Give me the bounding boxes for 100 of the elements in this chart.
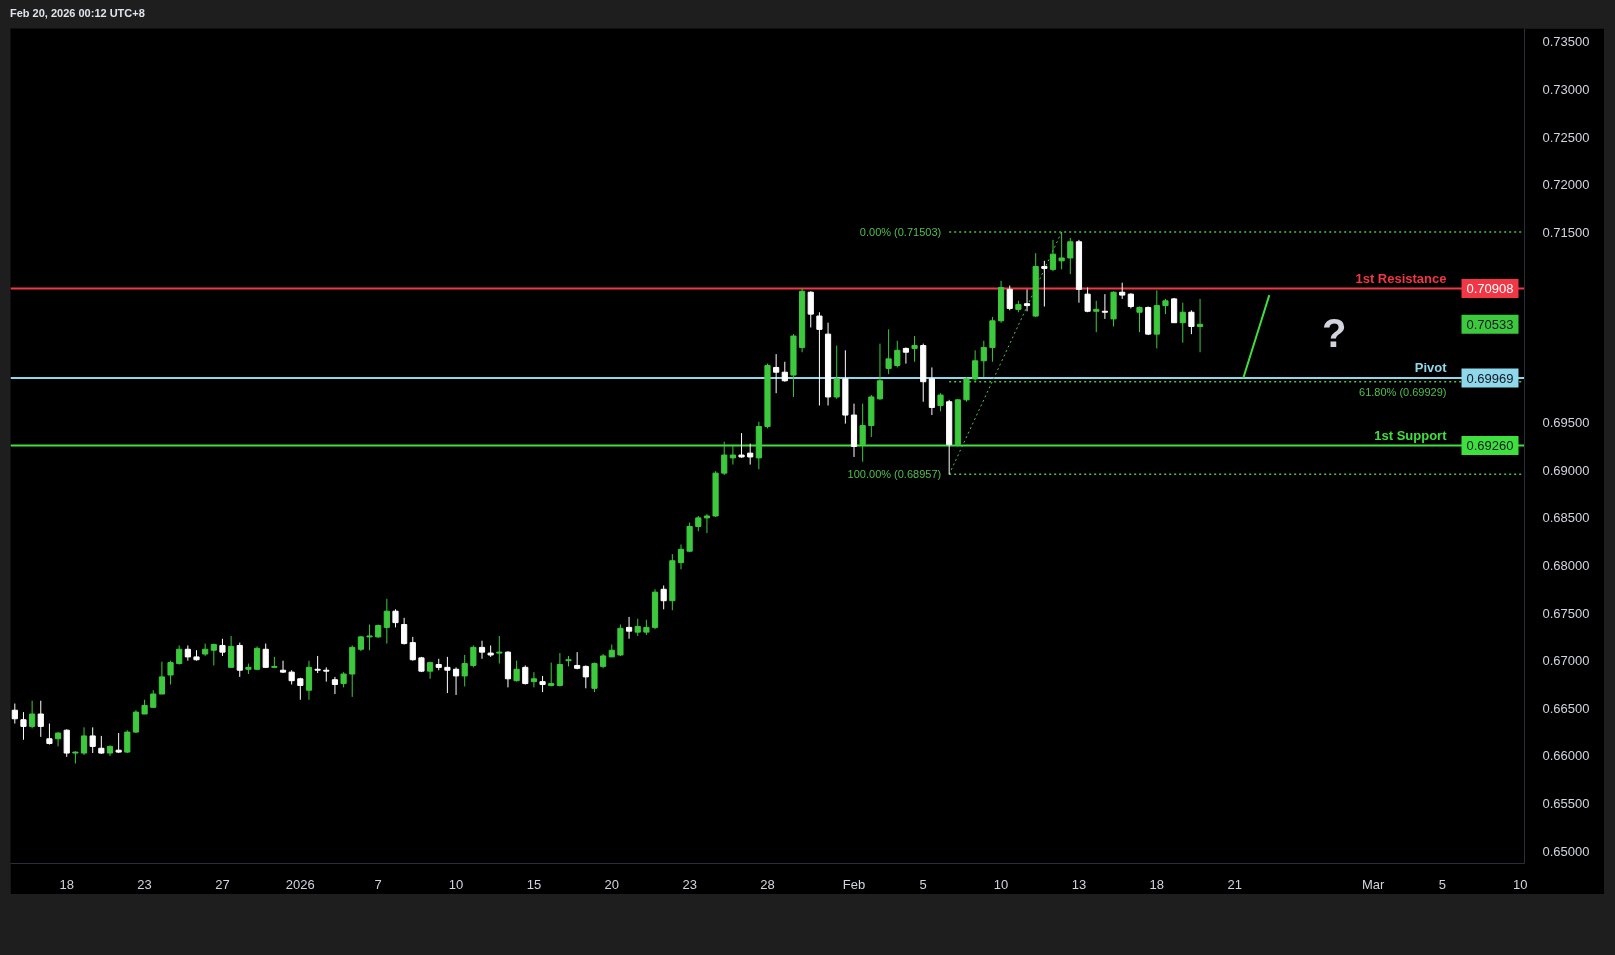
candlestick [176, 644, 183, 666]
candlestick [894, 340, 901, 368]
candlestick [1093, 300, 1100, 333]
candlestick [478, 640, 486, 660]
candlestick [773, 353, 780, 394]
candlestick [401, 617, 408, 646]
y-tick-label: 0.65000 [1542, 843, 1590, 859]
candlestick [63, 728, 70, 758]
x-tick-label: 18 [1149, 876, 1165, 892]
annotation: 0.69969 [1466, 370, 1514, 386]
ref-line-label: 1st Resistance [1355, 270, 1447, 286]
candlestick [807, 290, 814, 328]
x-tick-label: 10 [448, 876, 464, 892]
candlestick [409, 636, 416, 662]
candlestick [1067, 237, 1074, 275]
ref-line-label: Pivot [1414, 360, 1448, 376]
candlestick [80, 726, 88, 756]
x-tick-label: Feb [842, 876, 866, 892]
candlestick [452, 666, 460, 696]
candlestick [383, 598, 390, 645]
candlestick [1041, 260, 1048, 308]
candlestick [911, 335, 918, 363]
candlestick [816, 311, 823, 407]
x-tick-label: 23 [682, 876, 697, 892]
candlestick [738, 432, 745, 459]
candlestick [1171, 297, 1178, 324]
annotation: 0.69260 [1466, 438, 1514, 454]
y-tick-label: 0.69500 [1542, 415, 1590, 431]
candlestick [1049, 239, 1057, 272]
candlestick [305, 660, 313, 701]
candlestick [331, 676, 339, 695]
candlestick [582, 664, 589, 689]
candlestick [11, 703, 18, 725]
x-tick-label: 2026 [285, 876, 315, 892]
candlestick [902, 346, 910, 365]
text: Feb 20, 2026 00:12 UTC+8 [10, 6, 145, 21]
candlestick [937, 392, 944, 412]
x-tick-label: 27 [215, 876, 230, 892]
y-tick-label: 0.67000 [1542, 653, 1590, 669]
candlestick [271, 656, 278, 668]
candlestick [781, 361, 788, 383]
candlestick [721, 441, 728, 476]
ref-line-label: 100.00% (0.68957) [847, 468, 942, 481]
candlestick [1136, 306, 1143, 333]
candlestick [167, 660, 174, 685]
candlestick [859, 403, 866, 463]
y-tick-label: 0.66000 [1542, 748, 1590, 764]
y-tick-label: 0.73500 [1542, 34, 1590, 50]
candlestick [1101, 293, 1108, 320]
candlestick [747, 443, 754, 466]
x-tick-label: 20 [604, 876, 620, 892]
x-tick-label: 5 [919, 876, 927, 892]
candlestick [323, 666, 330, 683]
line-series [1242, 294, 1271, 379]
x-tick-label: 7 [374, 876, 382, 892]
candlestick [703, 513, 711, 534]
candlestick [833, 345, 840, 400]
candlestick [1023, 288, 1031, 312]
x-tick-label: 18 [59, 876, 74, 892]
candlestick [89, 726, 96, 754]
candlestick [963, 376, 970, 403]
y-tick-label: 0.72000 [1542, 177, 1590, 193]
candlestick [20, 711, 27, 741]
candlestick [1084, 286, 1091, 313]
y-tick-label: 0.68500 [1542, 510, 1590, 526]
x-tick-label: 10 [1512, 876, 1528, 892]
y-tick-label: 0.72500 [1542, 129, 1590, 145]
y-tick-label: 0.73000 [1542, 81, 1590, 97]
candlestick [522, 664, 529, 685]
candlestick [625, 616, 633, 640]
x-tick-label: 21 [1227, 876, 1242, 892]
annotation: 0.70908 [1466, 281, 1514, 297]
x-tick-label: 5 [1438, 876, 1446, 892]
candlestick [470, 644, 477, 668]
candlestick [461, 654, 468, 687]
candlestick [972, 349, 979, 382]
candlestick [660, 584, 667, 610]
candlestick [1058, 231, 1065, 270]
annotation: 0.70533 [1466, 316, 1514, 332]
y-tick-label: 0.65500 [1542, 796, 1590, 812]
candlestick [885, 328, 892, 375]
ref-line-label: 61.80% (0.69929) [1359, 385, 1447, 398]
candlestick [556, 652, 563, 687]
candlestick [729, 444, 736, 466]
candlestick [29, 700, 36, 729]
candlestick [262, 643, 269, 668]
candlestick [1196, 298, 1204, 353]
candlestick [228, 635, 235, 668]
candlestick [158, 661, 165, 695]
y-tick-label: 0.66500 [1542, 700, 1590, 716]
candlestick [184, 644, 191, 662]
candlestick [496, 635, 503, 665]
candlestick [366, 624, 373, 651]
candlestick [980, 340, 987, 378]
x-tick-label: 10 [993, 876, 1009, 892]
ref-line-label: 1st Support [1374, 427, 1448, 443]
candlestick [530, 671, 538, 688]
x-tick-label: 15 [526, 876, 542, 892]
annotation: ? [1321, 311, 1347, 356]
x-tick-label: Mar [1361, 876, 1385, 892]
